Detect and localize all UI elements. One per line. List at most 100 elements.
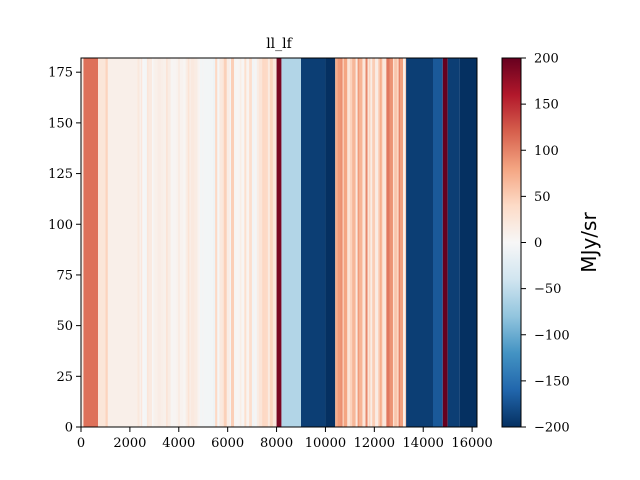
heatmap-column [368, 58, 371, 427]
y-axis: 0 25 50 75 100 125 150 175 [48, 66, 81, 436]
heatmap-column [459, 58, 477, 427]
x-tick-label: 6000 [211, 436, 244, 451]
heatmap-column [105, 58, 108, 427]
heatmap-column [396, 58, 399, 427]
heatmap-column [276, 58, 282, 427]
heatmap-column [400, 58, 404, 427]
heatmap-column [267, 58, 271, 427]
heatmap-column [398, 58, 401, 427]
heatmap-column [226, 58, 231, 427]
colorbar-axis: −200 −150 −100 −50 0 50 100 150 200 [521, 52, 570, 436]
heatmap-column [146, 58, 149, 427]
heatmap-column [170, 58, 174, 427]
heatmap-column [194, 58, 198, 427]
colorbar-tick-label: −50 [534, 282, 561, 297]
colorbar-tick-label: 200 [534, 52, 559, 67]
heatmap-column [372, 58, 376, 427]
y-tick-label: 0 [65, 421, 73, 436]
y-tick-label: 50 [56, 319, 73, 334]
heatmap-column [262, 58, 264, 427]
heatmap-column [175, 58, 179, 427]
heatmap-column [230, 58, 235, 427]
heatmap-column [379, 58, 382, 427]
heatmap-column [246, 58, 250, 427]
heatmap-column [144, 58, 148, 427]
heatmap-column [381, 58, 383, 427]
heatmap-column [238, 58, 241, 427]
heatmap-column [139, 58, 142, 427]
heatmap-column [272, 58, 277, 427]
heatmap-column [152, 58, 154, 427]
y-tick-label: 25 [56, 370, 73, 385]
heatmap-image [81, 58, 477, 427]
heatmap-column [447, 58, 460, 427]
heatmap-column [215, 58, 218, 427]
x-axis: 0 2000 4000 6000 8000 10000 12000 14000 16000 [77, 427, 493, 451]
colorbar-tick-label: −200 [534, 421, 570, 436]
heatmap-column [243, 58, 246, 427]
heatmap-column [255, 58, 258, 427]
heatmap-column [148, 58, 152, 427]
heatmap-column [173, 58, 177, 427]
heatmap-column [352, 58, 356, 427]
colorbar-tick-label: 50 [534, 190, 551, 205]
heatmap-column [203, 58, 213, 427]
y-tick-label: 125 [48, 167, 73, 182]
heatmap-column [392, 58, 395, 427]
heatmap-column [375, 58, 379, 427]
heatmap-column [189, 58, 192, 427]
heatmap-column [157, 58, 162, 427]
heatmap-column [340, 58, 343, 427]
heatmap-column [367, 58, 370, 427]
heatmap-column [389, 58, 394, 427]
heatmap-column [394, 58, 398, 427]
heatmap-column [325, 58, 336, 427]
heatmap-column [403, 58, 406, 427]
heatmap-column [281, 58, 301, 427]
heatmap-column [98, 58, 106, 427]
heatmap-column [365, 58, 368, 427]
heatmap-column [150, 58, 153, 427]
heatmap-column [236, 58, 239, 427]
heatmap-column [153, 58, 156, 427]
heatmap-column [249, 58, 253, 427]
x-tick-label: 8000 [260, 436, 293, 451]
heatmap-column [234, 58, 237, 427]
heatmap-column [213, 58, 216, 427]
heatmap-column [141, 58, 143, 427]
heatmap-column [263, 58, 266, 427]
heatmap-column [229, 58, 232, 427]
heatmap-column [179, 58, 184, 427]
heatmap-column [265, 58, 269, 427]
heatmap-column [362, 58, 366, 427]
heatmap-column [355, 58, 358, 427]
x-tick-label: 14000 [403, 436, 444, 451]
heatmap-column [83, 58, 99, 427]
heatmap-column [384, 58, 387, 427]
x-tick-label: 2000 [113, 436, 146, 451]
heatmap-column [183, 58, 186, 427]
y-tick-label: 150 [48, 116, 73, 131]
heatmap-column [256, 58, 260, 427]
heatmap-column [81, 58, 84, 427]
heatmap-column [160, 58, 164, 427]
y-tick-label: 175 [48, 66, 73, 81]
heatmap-column [142, 58, 145, 427]
heatmap-column [241, 58, 245, 427]
heatmap-column [269, 58, 274, 427]
heatmap-column [253, 58, 256, 427]
heatmap-column [337, 58, 341, 427]
x-tick-label: 10000 [305, 436, 346, 451]
colorbar-tick-label: 150 [534, 98, 559, 113]
heatmap-column [335, 58, 338, 427]
colorbar-label: MJy/sr [577, 212, 601, 273]
heatmap-column [245, 58, 247, 427]
heatmap-column [219, 58, 223, 427]
x-tick-label: 12000 [354, 436, 395, 451]
heatmap-column [442, 58, 448, 427]
axes-frame [80, 57, 478, 428]
heatmap-column [202, 58, 204, 427]
heatmap-column [107, 58, 138, 427]
heatmap-column [349, 58, 353, 427]
heatmap-column [251, 58, 255, 427]
